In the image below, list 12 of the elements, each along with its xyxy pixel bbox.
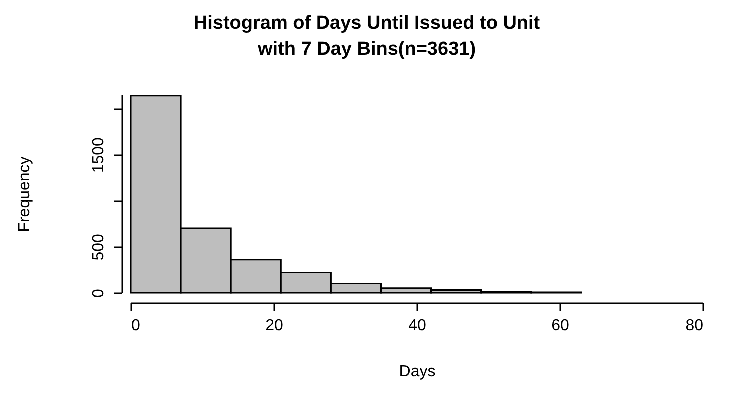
x-tick-label: 40 xyxy=(408,318,426,334)
text: Histogram of Days Until Issued to Unit xyxy=(194,13,540,34)
x-tick-label: 80 xyxy=(686,318,704,334)
y-axis-title: Frequency xyxy=(16,156,34,232)
y-tick-label: 0 xyxy=(90,288,108,298)
x-axis-title: Days xyxy=(399,364,436,380)
x-tick-label: 0 xyxy=(132,318,140,334)
x-tick-label: 20 xyxy=(266,318,284,334)
x-tick-label: 60 xyxy=(552,318,570,334)
y-tick-label: 1500 xyxy=(90,137,108,174)
text: with 7 Day Bins(n=3631) xyxy=(258,39,476,60)
y-tick-label: 500 xyxy=(90,234,108,261)
